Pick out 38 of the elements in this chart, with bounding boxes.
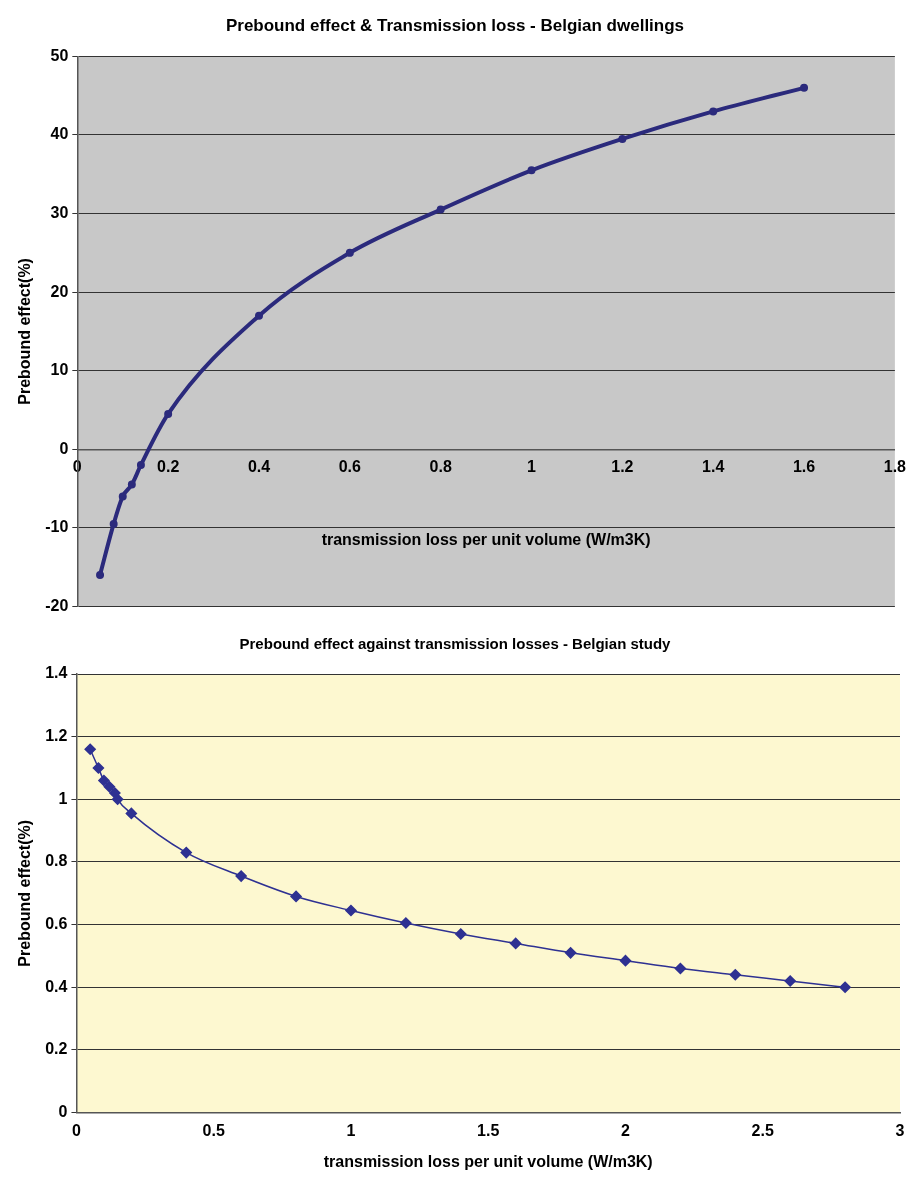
- y-tick-label: 20: [50, 282, 69, 300]
- y-axis-title: Prebound effect(%): [16, 819, 34, 967]
- x-tick-label: 1.6: [792, 458, 816, 476]
- x-axis-title: transmission loss per unit volume (W/m3K): [321, 531, 651, 549]
- y-tick-label: -10: [45, 518, 69, 536]
- x-tick-label: 0.5: [202, 1121, 225, 1139]
- x-tick-label: 1.4: [702, 458, 725, 476]
- y-tick-label: 50: [50, 46, 69, 64]
- x-tick-label: 1.5: [477, 1121, 500, 1139]
- x-tick-label: 2.5: [751, 1121, 774, 1139]
- x-tick-label: 0.2: [157, 458, 180, 476]
- y-tick-label: 0.6: [45, 915, 68, 933]
- x-tick-label: 0.8: [429, 458, 452, 476]
- y-tick-label: -20: [45, 596, 69, 614]
- y-tick-label: 0.4: [45, 977, 68, 995]
- y-tick-label: 0.8: [45, 852, 68, 870]
- y-tick-label: 0: [59, 439, 69, 457]
- y-tick-label: 1.2: [45, 727, 68, 745]
- x-tick-label: 3: [895, 1121, 905, 1139]
- chart-title: Prebound effect against transmission losses - Belgian study: [239, 635, 672, 653]
- x-tick-label: 1.8: [883, 458, 907, 476]
- x-tick-label: 0.6: [338, 458, 362, 476]
- x-tick-label: 1.2: [611, 458, 634, 476]
- y-tick-label: 0.2: [45, 1040, 68, 1058]
- x-tick-label: 2: [621, 1121, 631, 1139]
- y-tick-label: 1: [58, 789, 68, 807]
- x-tick-label: 0.4: [247, 458, 271, 476]
- chart-title: Prebound effect & Transmission loss - Belgian dwellings: [225, 15, 685, 35]
- y-tick-label: 30: [50, 203, 69, 221]
- x-tick-label: 0: [71, 1121, 81, 1139]
- y-tick-label: 10: [50, 361, 69, 379]
- y-tick-label: 40: [50, 125, 69, 143]
- x-axis-title: transmission loss per unit volume (W/m3K): [323, 1152, 653, 1170]
- y-tick-label: 0: [58, 1103, 68, 1121]
- y-axis-title: Prebound effect(%): [16, 258, 34, 405]
- x-tick-label: 1: [346, 1121, 356, 1139]
- x-tick-label: 1: [527, 458, 537, 476]
- y-tick-label: 1.4: [45, 664, 68, 682]
